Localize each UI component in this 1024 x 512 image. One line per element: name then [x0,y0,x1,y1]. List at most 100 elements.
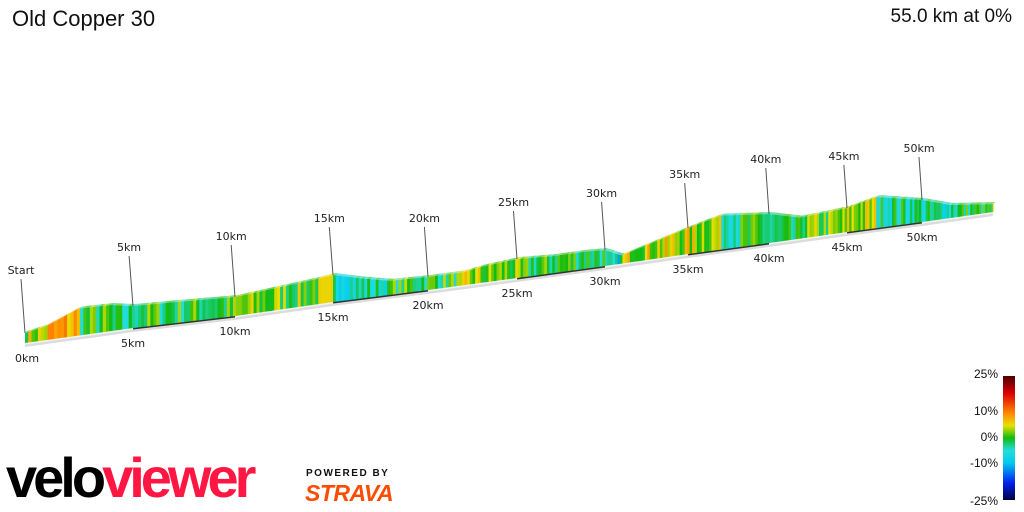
marker-line [513,210,518,260]
profile-top [659,236,665,240]
bottom-marker-label: 20km [412,299,443,312]
profile-segment [896,198,900,226]
profile-segment [424,277,428,291]
profile-segment [811,214,815,237]
profile-top [612,250,618,254]
profile-top [262,288,268,291]
profile-segment [241,294,246,316]
profile-segment [629,251,633,263]
profile-top [44,323,51,327]
profile-segment [745,214,749,247]
profile-top [241,292,248,296]
profile-segment [617,254,621,265]
marker-line [230,244,236,298]
profile-top [367,276,373,280]
profile-segment [491,264,495,282]
profile-segment [297,282,302,308]
profile-top [772,212,777,215]
profile-segment [612,252,616,265]
profile-top [448,271,454,275]
profile-segment [657,239,661,259]
profile-segment [570,253,574,271]
profile-top [546,254,552,257]
profile-segment [358,278,362,299]
profile-segment [395,279,399,295]
strava-logo[interactable]: STRAVA [305,480,394,506]
profile-top [375,277,381,280]
bottom-marker-label: 45km [831,241,862,254]
profile-segment [696,223,700,253]
profile-segment [401,279,405,294]
profile-top [34,326,41,330]
profile-top [578,250,584,253]
legend-tick: -10% [969,456,998,470]
profile-top [440,272,446,276]
profile-top [617,252,623,256]
profile-top [991,202,996,205]
profile-segment [485,265,489,283]
profile-top [401,277,407,280]
profile-segment [312,279,316,305]
top-marker-label: 40km [750,153,781,166]
profile-top [892,196,897,199]
profile-top [187,298,193,302]
profile-top [713,215,719,219]
profile-segment [187,300,191,322]
profile-top [637,246,643,250]
profile-segment [109,305,113,332]
profile-segment [940,203,943,220]
profile-segment [404,279,408,293]
profile-segment [764,214,768,244]
profile-segment [435,275,439,290]
profile-segment [350,277,354,300]
veloviewer-logo[interactable]: veloviewer [6,448,256,508]
profile-segment [607,250,611,266]
profile-segment [211,298,215,319]
profile-segment [919,199,922,223]
profile-top [381,278,387,281]
profile-top [50,319,57,324]
profile-segment [196,300,200,321]
profile-top [274,285,280,289]
profile-top [138,303,144,306]
profile-top [614,251,620,255]
profile-top [536,255,542,258]
profile-segment [552,255,556,274]
profile-top [180,299,187,302]
profile-segment [199,299,203,321]
profile-top [718,213,724,217]
profile-top [878,195,884,198]
profile-segment [709,219,712,252]
profile-segment [807,215,810,238]
profile-segment [294,283,299,308]
profile-top [860,200,866,204]
profile-top [443,272,449,275]
profile-top [609,249,615,253]
profile-segment [944,204,948,219]
profile-top [432,274,438,277]
profile-segment [874,197,877,229]
profile-segment [370,279,374,298]
profile-top [168,300,175,303]
profile-top [916,197,922,200]
profile-top [605,248,610,251]
bottom-marker-label: 30km [589,275,620,288]
profile-segment [533,257,537,276]
profile-top [404,277,410,280]
profile-segment [372,279,377,297]
profile-segment [978,204,982,214]
profile-top [496,260,502,264]
profile-segment [869,198,873,229]
profile-top [634,247,640,251]
profile-segment [862,201,866,230]
profile-segment [432,276,436,290]
profile-top [842,206,848,209]
profile-top [721,213,727,216]
profile-segment [654,240,658,259]
profile-segment [344,276,348,301]
profile-top [294,281,301,284]
profile-top [934,200,939,203]
profile-top [464,269,470,272]
profile-segment [985,204,988,214]
profile-top [925,198,931,201]
